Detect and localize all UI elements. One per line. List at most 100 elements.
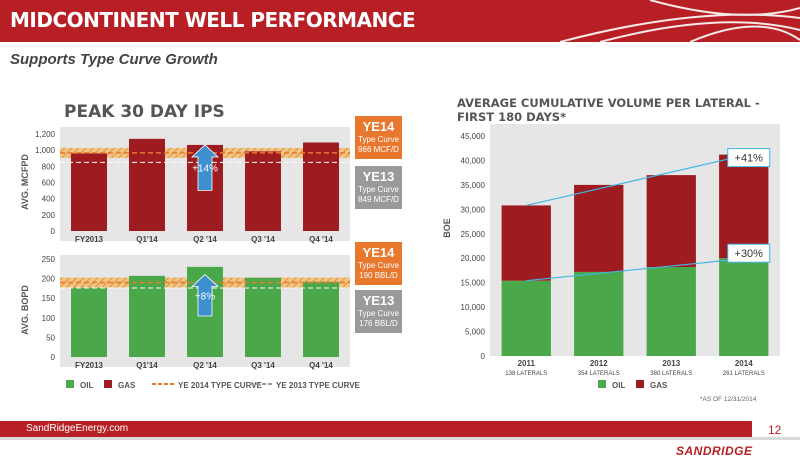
oil-growth-line bbox=[526, 257, 748, 282]
gas-bar bbox=[129, 138, 165, 231]
oil-xtick: Q4 '14 bbox=[309, 361, 333, 370]
gas-bar bbox=[187, 144, 223, 231]
page-title: MIDCONTINENT WELL PERFORMANCE bbox=[10, 8, 416, 32]
gas-xtick: Q4 '14 bbox=[309, 235, 333, 244]
oil-ytick: 100 bbox=[42, 314, 56, 323]
gas-bar bbox=[71, 153, 107, 231]
gas-ytick: 800 bbox=[42, 162, 56, 171]
gas-ye13-line1: Type Curve bbox=[358, 185, 399, 194]
cumulative-gas-bar bbox=[574, 184, 624, 272]
legend-right-gas-label: GAS bbox=[650, 381, 668, 390]
cumulative-ytick: 25,000 bbox=[461, 230, 486, 239]
cumulative-xtick: 2013 bbox=[662, 359, 680, 368]
cumulative-laterals-label: 138 LATERALS bbox=[505, 371, 547, 377]
oil-growth-callout-label: +30% bbox=[735, 248, 764, 260]
cumulative-ytick: 45,000 bbox=[461, 132, 486, 141]
footer: SandRidgeEnergy.com 12 SANDRIDGE bbox=[0, 421, 800, 458]
gas-ye14-line1: Type Curve bbox=[358, 135, 399, 144]
cumulative-gas-bar bbox=[646, 175, 696, 268]
oil-type-curve-band bbox=[60, 277, 350, 288]
legend-right-oil-swatch bbox=[598, 380, 606, 388]
gas-ylabel: AVG. MCFPD bbox=[20, 154, 30, 210]
legend-right-oil-label: OIL bbox=[612, 381, 625, 390]
header-bar: MIDCONTINENT WELL PERFORMANCE bbox=[0, 0, 800, 42]
cumulative-laterals-label: 380 LATERALS bbox=[650, 371, 692, 377]
cumulative-ytick: 15,000 bbox=[461, 279, 486, 288]
oil-ye14-line1: Type Curve bbox=[358, 261, 399, 270]
gas-chart-panel bbox=[60, 127, 350, 241]
oil-ye14-year: YE14 bbox=[362, 245, 395, 260]
gas-ye13-callout: YE13 Type Curve 849 MCF/D bbox=[355, 166, 402, 209]
gas-ye14-line2: 966 MCF/D bbox=[358, 145, 399, 154]
left-chart-title: PEAK 30 DAY IPS bbox=[64, 102, 225, 122]
cumulative-ytick: 0 bbox=[481, 352, 486, 361]
cumulative-xtick: 2014 bbox=[735, 359, 753, 368]
gas-ytick: 1,000 bbox=[35, 146, 56, 155]
cumulative-ytick: 5,000 bbox=[465, 328, 486, 337]
total-growth-line bbox=[526, 153, 748, 207]
gas-growth-arrow bbox=[190, 144, 220, 191]
oil-ye13-line2: 176 BBL/D bbox=[359, 319, 398, 328]
oil-ytick: 0 bbox=[51, 353, 56, 362]
header-swoosh-decoration bbox=[559, 0, 800, 42]
footer-underline bbox=[0, 437, 800, 440]
gas-ye14-year: YE14 bbox=[362, 119, 395, 134]
legend-ye2013-label: YE 2013 TYPE CURVE bbox=[276, 381, 361, 390]
footnote: *AS OF 12/31/2014 bbox=[700, 396, 757, 403]
gas-ytick: 1,200 bbox=[35, 130, 56, 139]
gas-bar bbox=[303, 142, 339, 231]
cumulative-ylabel: BOE bbox=[442, 218, 452, 238]
legend-ye2014-label: YE 2014 TYPE CURVE bbox=[178, 381, 263, 390]
oil-xtick: Q2 '14 bbox=[193, 361, 217, 370]
oil-growth-callout-box bbox=[727, 243, 771, 263]
total-growth-callout-label: +41% bbox=[735, 153, 764, 165]
gas-ye14-callout: YE14 Type Curve 966 MCF/D bbox=[355, 116, 402, 159]
right-legend: OIL GAS bbox=[598, 380, 668, 390]
oil-ye13-callout: YE13 Type Curve 176 BBL/D bbox=[355, 290, 402, 333]
gas-bar bbox=[245, 151, 281, 231]
oil-ye13-year: YE13 bbox=[362, 293, 395, 308]
cumulative-ytick: 20,000 bbox=[461, 254, 486, 263]
gas-ytick: 400 bbox=[42, 195, 56, 204]
oil-ye13-line1: Type Curve bbox=[358, 309, 399, 318]
oil-ytick: 150 bbox=[42, 294, 56, 303]
right-chart-title: AVERAGE CUMULATIVE VOLUME PER LATERAL - … bbox=[457, 96, 760, 124]
cumulative-chart-panel bbox=[490, 124, 780, 356]
cumulative-gas-bar bbox=[719, 154, 769, 259]
legend-oil-label: OIL bbox=[80, 381, 93, 390]
gas-type-curve-band bbox=[60, 147, 350, 158]
gas-xtick: Q1'14 bbox=[136, 235, 158, 244]
gas-ytick: 200 bbox=[42, 211, 56, 220]
gas-xtick: Q3 '14 bbox=[251, 235, 275, 244]
oil-bar bbox=[245, 277, 281, 357]
oil-chart-panel bbox=[60, 255, 350, 367]
oil-ye14-line2: 190 BBL/D bbox=[359, 271, 398, 280]
oil-ytick: 250 bbox=[42, 255, 56, 264]
cumulative-oil-bar bbox=[501, 280, 551, 356]
oil-ye14-callout: YE14 Type Curve 190 BBL/D bbox=[355, 242, 402, 285]
gas-xtick: FY2013 bbox=[75, 235, 104, 244]
oil-bar bbox=[187, 266, 223, 357]
oil-bar bbox=[129, 275, 165, 357]
cumulative-ytick: 40,000 bbox=[461, 156, 486, 165]
oil-bar bbox=[303, 281, 339, 357]
legend-gas-swatch bbox=[104, 380, 112, 388]
cumulative-ytick: 35,000 bbox=[461, 181, 486, 190]
gas-ytick: 0 bbox=[51, 227, 56, 236]
cumulative-oil-bar bbox=[646, 267, 696, 356]
gas-ye13-year: YE13 bbox=[362, 169, 395, 184]
oil-growth-label: +8% bbox=[195, 291, 215, 302]
cumulative-xtick: 2012 bbox=[590, 359, 608, 368]
left-legend: OIL GAS YE 2014 TYPE CURVE YE 2013 TYPE … bbox=[66, 380, 361, 390]
cumulative-ytick: 30,000 bbox=[461, 205, 486, 214]
page-number: 12 bbox=[768, 423, 782, 437]
oil-ytick: 200 bbox=[42, 275, 56, 284]
legend-oil-swatch bbox=[66, 380, 74, 388]
oil-xtick: Q1'14 bbox=[136, 361, 158, 370]
cumulative-oil-bar bbox=[574, 271, 624, 356]
footer-website-link[interactable]: SandRidgeEnergy.com bbox=[26, 423, 129, 434]
gas-ye13-line2: 849 MCF/D bbox=[358, 195, 399, 204]
page-subtitle: Supports Type Curve Growth bbox=[10, 51, 218, 68]
cumulative-xtick: 2011 bbox=[518, 359, 536, 368]
gas-xtick: Q2 '14 bbox=[193, 235, 217, 244]
